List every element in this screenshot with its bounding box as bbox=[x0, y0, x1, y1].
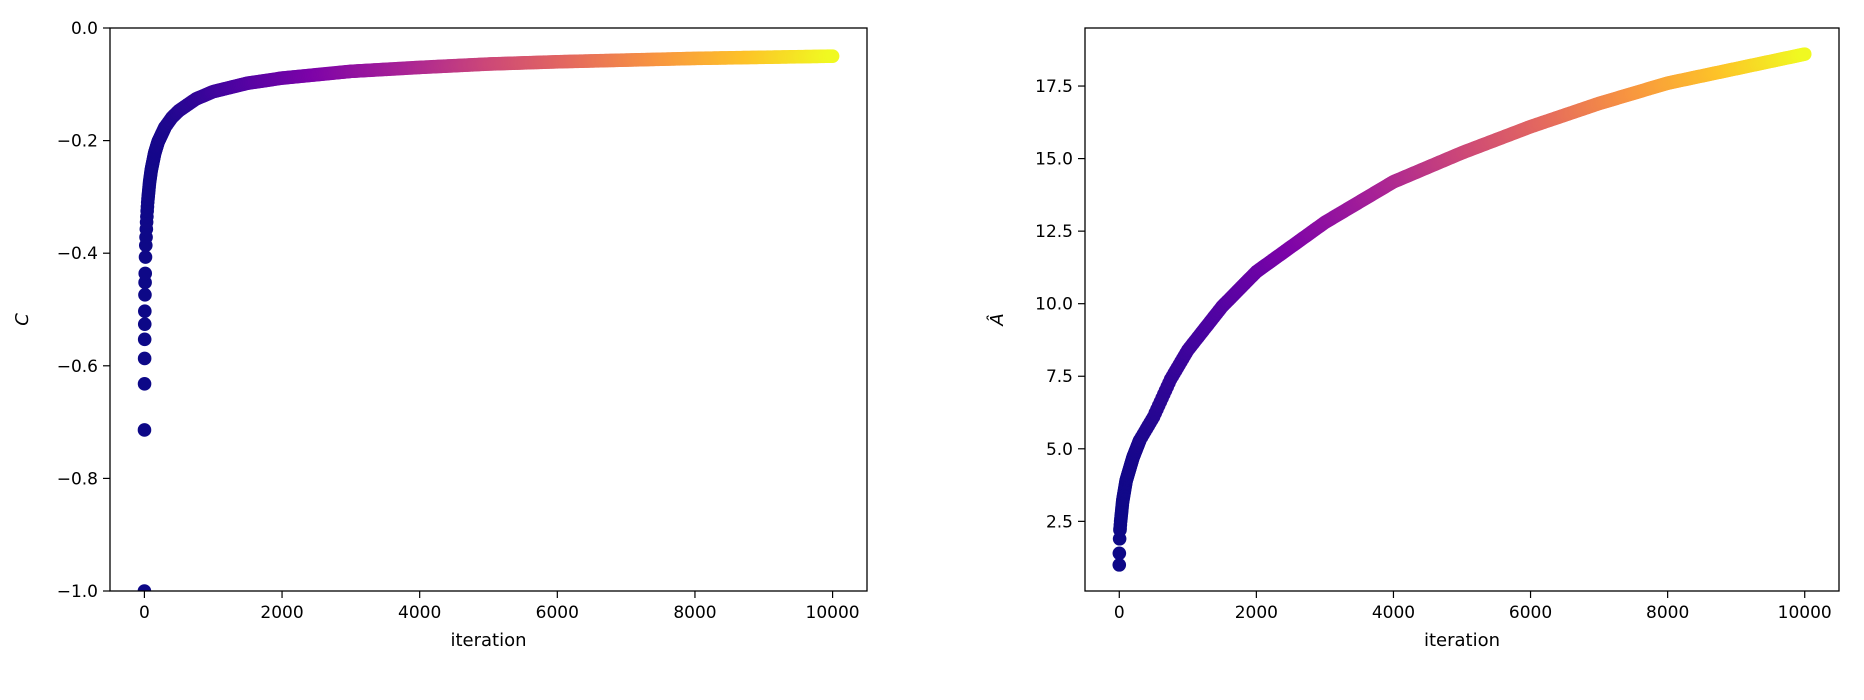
scatter-point bbox=[137, 584, 152, 591]
y-tick-label: −0.6 bbox=[57, 357, 98, 377]
y-tick-label: 7.5 bbox=[1046, 367, 1073, 387]
plot-frame bbox=[109, 27, 868, 592]
y-axis-label: Â bbox=[986, 313, 1008, 326]
x-tick-label: 8000 bbox=[673, 603, 716, 623]
scatter-points bbox=[137, 49, 840, 591]
scatter-point bbox=[138, 250, 153, 264]
y-tick-label: 10.0 bbox=[1035, 295, 1073, 315]
y-tick-label: 5.0 bbox=[1046, 440, 1073, 460]
scatter-points bbox=[1112, 47, 1812, 572]
x-axis-label: iteration bbox=[450, 630, 526, 651]
scatter-point bbox=[825, 49, 840, 63]
y-axis-label: C bbox=[12, 313, 33, 326]
y-tick-label: 12.5 bbox=[1035, 222, 1073, 242]
y-tick-label: −0.2 bbox=[57, 132, 98, 152]
scatter-point bbox=[137, 332, 152, 347]
scatter-point bbox=[1112, 558, 1127, 572]
x-tick-label: 10000 bbox=[806, 603, 860, 623]
right-chart: 0 2000 4000 6000 8000 10000 2.5 5.0 7.5 10.0 12.5 1… bbox=[986, 27, 1840, 651]
y-tick-label: −0.4 bbox=[57, 244, 98, 264]
scatter-point bbox=[1797, 47, 1812, 61]
scatter-point bbox=[137, 317, 152, 331]
scatter-point bbox=[137, 351, 152, 366]
x-tick-label: 8000 bbox=[1646, 603, 1689, 623]
y-tick-label: −1.0 bbox=[57, 582, 98, 602]
y-tick-label: −0.8 bbox=[57, 469, 98, 489]
scatter-point bbox=[138, 288, 152, 302]
plot-frame bbox=[1084, 27, 1840, 592]
scatter-point bbox=[138, 266, 153, 281]
x-tick-label: 6000 bbox=[1509, 603, 1552, 623]
x-axis-label: iteration bbox=[1424, 630, 1500, 651]
x-tick-label: 0 bbox=[139, 603, 150, 623]
y-tick-label: 17.5 bbox=[1035, 77, 1073, 97]
scatter-point bbox=[137, 377, 152, 391]
y-tick-label: 2.5 bbox=[1046, 512, 1073, 532]
x-tick-label: 10000 bbox=[1778, 603, 1832, 623]
scatter-point bbox=[138, 304, 152, 318]
scatter-point bbox=[1112, 546, 1127, 561]
x-tick-label: 0 bbox=[1114, 603, 1125, 623]
x-tick-label: 4000 bbox=[398, 603, 441, 623]
x-tick-label: 4000 bbox=[1372, 603, 1415, 623]
left-chart: 0 2000 4000 6000 8000 10000 0.0 −0.2 −0.4 −0.6 −0.… bbox=[12, 19, 868, 651]
x-tick-label: 2000 bbox=[1235, 603, 1278, 623]
y-tick-label: 0.0 bbox=[71, 19, 98, 39]
y-tick-label: 15.0 bbox=[1035, 150, 1073, 170]
x-tick-label: 2000 bbox=[260, 603, 303, 623]
x-tick-label: 6000 bbox=[536, 603, 579, 623]
scatter-point bbox=[137, 423, 152, 437]
